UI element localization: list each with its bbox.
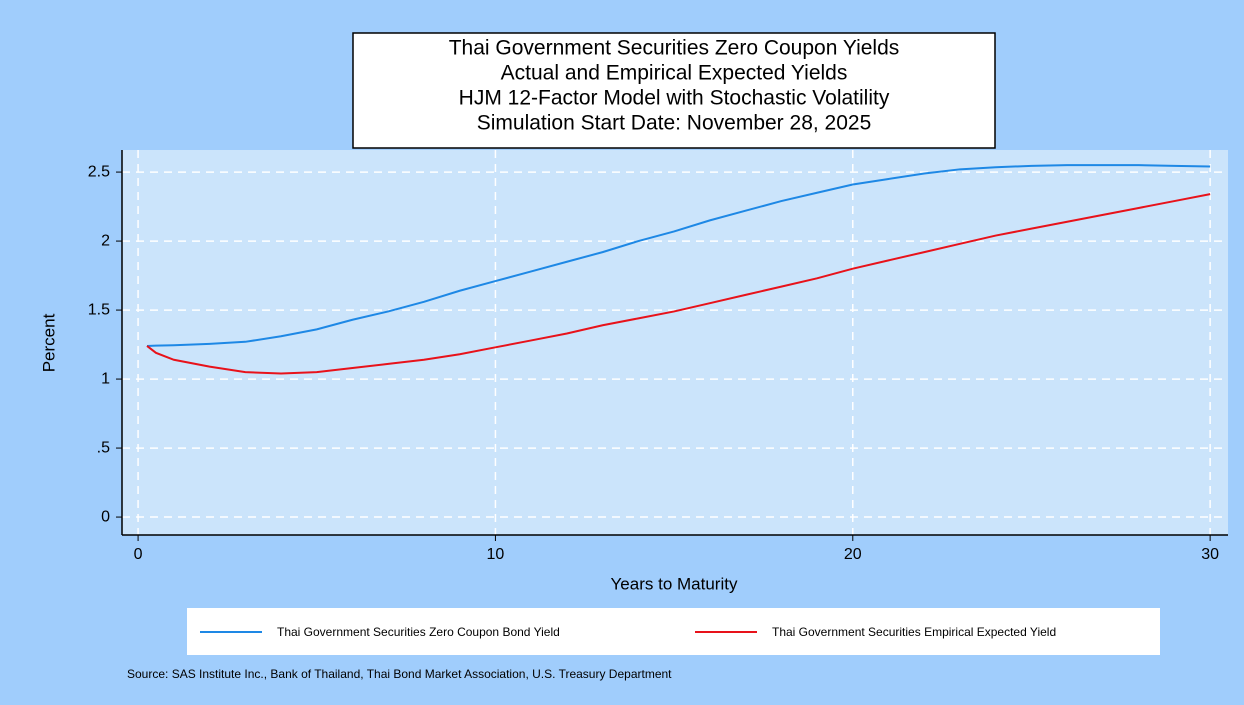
chart-title: Actual and Empirical Expected Yields	[501, 62, 848, 85]
legend	[187, 608, 1160, 655]
x-tick-label: 30	[1201, 546, 1219, 563]
y-tick-label: 2.5	[88, 163, 110, 180]
y-tick-label: 1.5	[88, 301, 110, 318]
x-tick-label: 10	[487, 546, 505, 563]
y-axis-label: Percent	[39, 313, 58, 372]
x-tick-label: 20	[844, 546, 862, 563]
title-box	[352, 32, 996, 149]
plot-area	[122, 150, 1228, 535]
legend-label: Thai Government Securities Zero Coupon B…	[277, 625, 560, 639]
source-note: Source: SAS Institute Inc., Bank of Thai…	[127, 667, 672, 681]
y-tick-label: .5	[97, 439, 110, 456]
series-line	[146, 164, 1211, 347]
legend-label: Thai Government Securities Empirical Exp…	[772, 625, 1056, 639]
y-tick-label: 2	[101, 232, 110, 249]
series-line	[146, 193, 1211, 375]
chart-title: Simulation Start Date: November 28, 2025	[477, 112, 872, 135]
chart-title: HJM 12-Factor Model with Stochastic Vola…	[459, 87, 890, 110]
x-tick-label: 0	[134, 546, 143, 563]
y-tick-label: 0	[101, 508, 110, 525]
chart-title: Thai Government Securities Zero Coupon Y…	[449, 37, 900, 60]
x-axis-label: Years to Maturity	[611, 574, 738, 593]
y-tick-label: 1	[101, 370, 110, 387]
